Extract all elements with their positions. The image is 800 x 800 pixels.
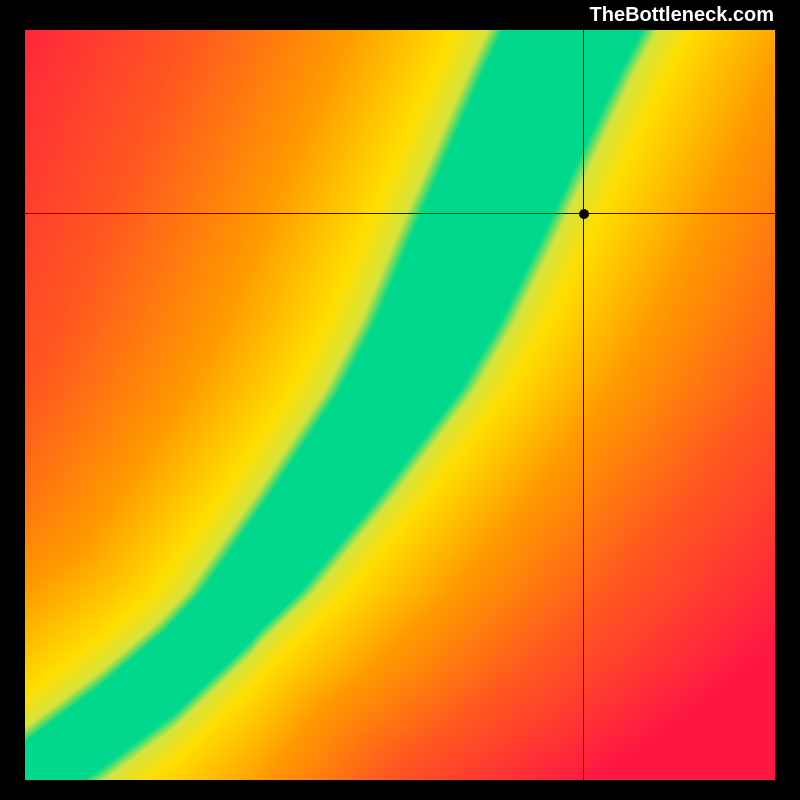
crosshair-vertical [583,30,584,780]
crosshair-marker [579,209,589,219]
attribution-text: TheBottleneck.com [590,4,774,27]
heatmap-canvas [25,30,775,780]
crosshair-horizontal [25,213,775,214]
heatmap-chart [25,30,775,780]
